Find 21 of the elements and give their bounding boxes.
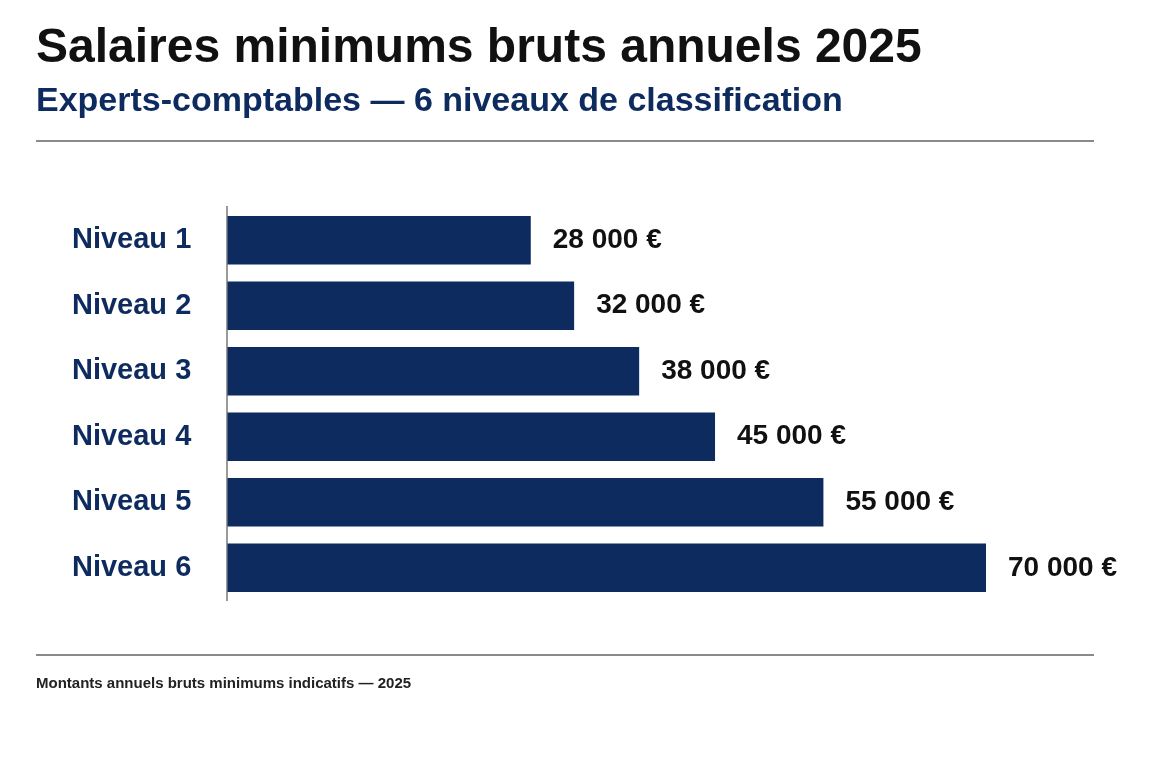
data-label: 55 000 €	[845, 485, 955, 517]
y-tick-label: Niveau 5	[71, 484, 192, 517]
data-label: 70 000 €	[1008, 550, 1118, 582]
y-tick-label: Niveau 4	[71, 418, 192, 451]
y-tick-label: Niveau 6	[71, 549, 192, 582]
chart-title: Salaires minimums bruts annuels 2025	[36, 18, 923, 74]
chart-subtitle: Experts-comptables — 6 niveaux de classification	[36, 79, 844, 120]
bar	[227, 478, 824, 527]
y-tick-label: Niveau 1	[71, 222, 192, 255]
text: Montants annuels bruts minimums indicatifs — 2025	[36, 674, 413, 691]
data-label: 38 000 €	[661, 353, 771, 385]
bar	[227, 412, 716, 462]
bar	[227, 215, 531, 265]
data-label: 45 000 €	[737, 419, 847, 451]
data-label: 28 000 €	[552, 222, 663, 254]
bar	[227, 543, 986, 593]
y-tick-label: Niveau 2	[71, 287, 192, 320]
data-label: 32 000 €	[596, 288, 706, 320]
y-tick-label: Niveau 3	[71, 353, 192, 386]
bar	[227, 346, 640, 396]
bar	[227, 281, 575, 330]
